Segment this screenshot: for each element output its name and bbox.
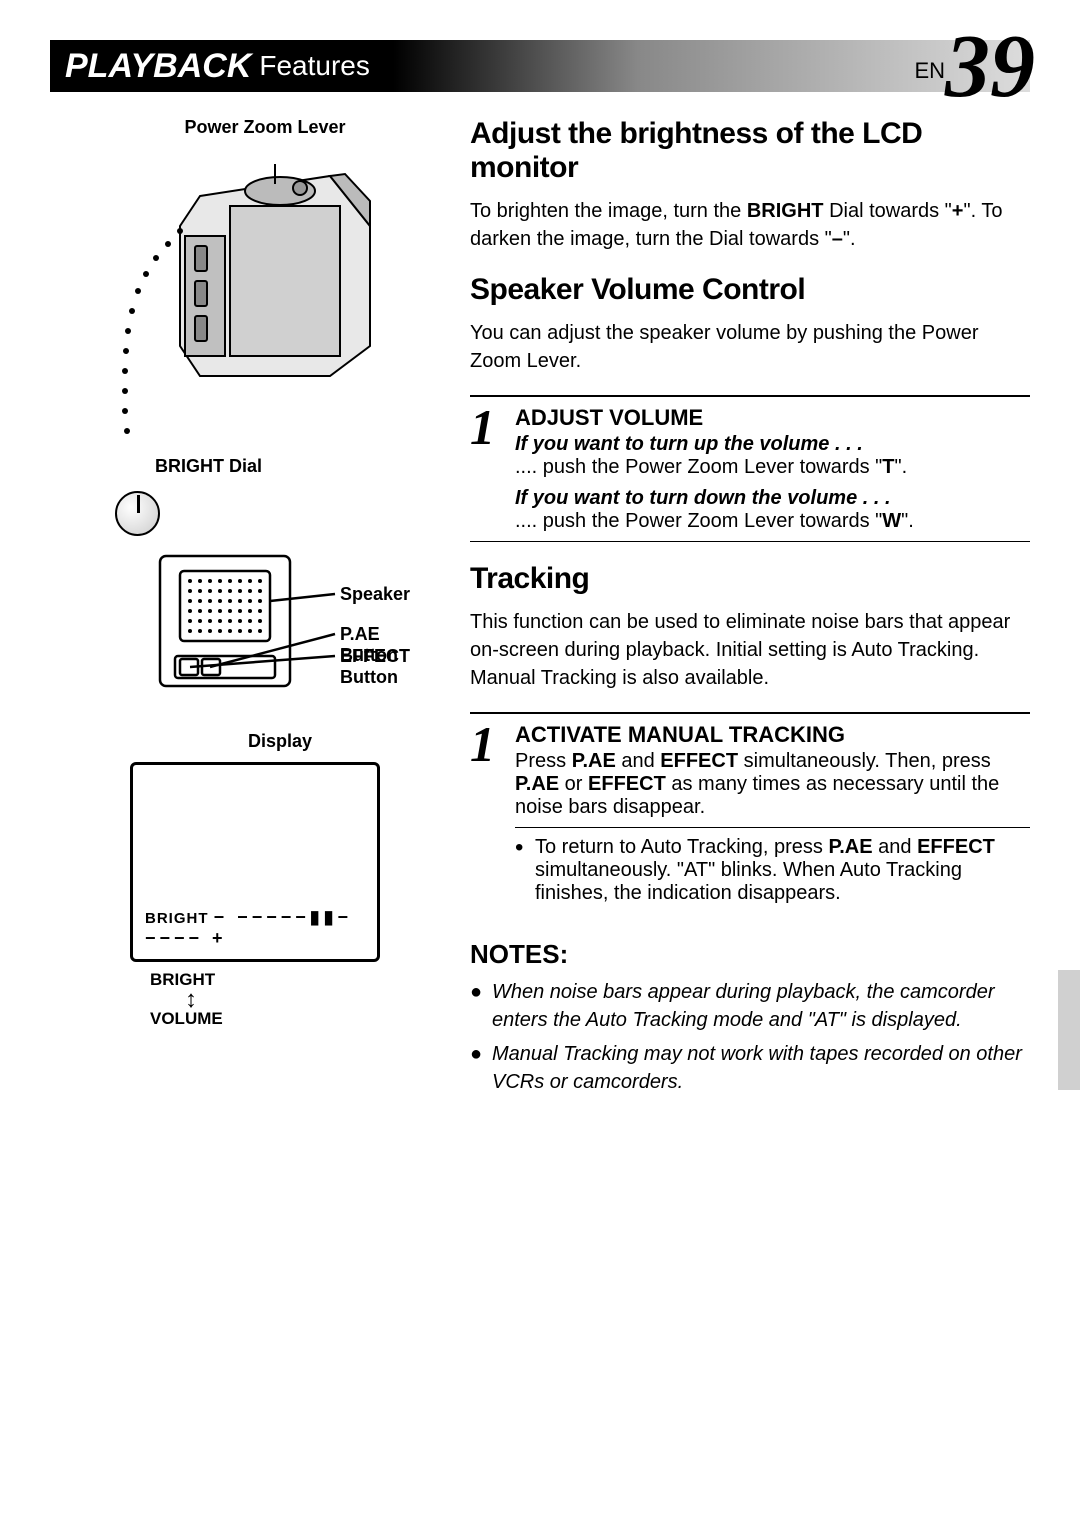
manual-tracking-step: 1 ACTIVATE MANUAL TRACKING Press P.AE an… <box>470 712 1030 919</box>
volume-down-label: If you want to turn down the volume . . … <box>515 487 1030 510</box>
brightness-heading: Adjust the brightness of the LCD monitor <box>470 117 1030 185</box>
right-column: Adjust the brightness of the LCD monitor… <box>470 117 1030 1102</box>
header-subtitle: Features <box>259 50 370 82</box>
speaker-heading: Speaker Volume Control <box>470 273 1030 307</box>
camera-diagram: BRIGHT Dial <box>100 146 430 466</box>
brightness-body: To brighten the image, turn the BRIGHT D… <box>470 197 1030 253</box>
zoom-lever-label: Power Zoom Lever <box>100 117 430 138</box>
page-prefix: EN <box>914 58 945 84</box>
volume-down-text: .... push the Power Zoom Lever towards "… <box>515 510 1030 533</box>
display-box: BRIGHT − −−−−−▮▮−−−−− + <box>130 762 380 962</box>
volume-up-label: If you want to turn up the volume . . . <box>515 433 1030 456</box>
notes-heading: NOTES: <box>470 939 1030 970</box>
camera-illustration <box>100 146 420 446</box>
step-number: 1 <box>470 722 505 911</box>
speaker-label: Speaker <box>340 584 410 605</box>
header-title: PLAYBACK <box>65 47 251 86</box>
page-number: 39 <box>945 15 1035 118</box>
arrows-volume-label: VOLUME <box>150 1009 430 1029</box>
bright-bar: BRIGHT − −−−−−▮▮−−−−− + <box>145 907 365 949</box>
effect-button-label: EFFECT Button <box>340 646 430 688</box>
bright-dial-label: BRIGHT Dial <box>155 456 262 477</box>
notes-list: When noise bars appear during playback, … <box>470 978 1030 1096</box>
content: Power Zoom Lever <box>50 117 1030 1102</box>
up-down-arrow-icon: ↕ <box>185 990 430 1009</box>
note-item: When noise bars appear during playback, … <box>470 978 1030 1034</box>
tracking-heading: Tracking <box>470 562 1030 596</box>
note-item: Manual Tracking may not work with tapes … <box>470 1040 1030 1096</box>
speaker-diagram: Speaker P.AE Button EFFECT Button <box>150 546 430 701</box>
manual-tracking-text: Press P.AE and EFFECT simultaneously. Th… <box>515 750 1030 819</box>
left-column: Power Zoom Lever <box>50 117 430 1102</box>
step-content: ACTIVATE MANUAL TRACKING Press P.AE and … <box>515 722 1030 911</box>
manual-tracking-title: ACTIVATE MANUAL TRACKING <box>515 722 1030 748</box>
tracking-body: This function can be used to eliminate n… <box>470 608 1030 692</box>
side-tab <box>1058 970 1080 1090</box>
adjust-volume-title: ADJUST VOLUME <box>515 405 1030 431</box>
adjust-volume-step: 1 ADJUST VOLUME If you want to turn up t… <box>470 395 1030 542</box>
speaker-body: You can adjust the speaker volume by pus… <box>470 319 1030 375</box>
auto-tracking-bullet: To return to Auto Tracking, press P.AE a… <box>515 836 1030 905</box>
step-number: 1 <box>470 405 505 533</box>
display-label: Display <box>130 731 430 752</box>
header-bar: PLAYBACK Features EN 39 <box>50 40 1030 92</box>
bright-dial-icon <box>115 491 160 536</box>
step-content: ADJUST VOLUME If you want to turn up the… <box>515 405 1030 533</box>
divider <box>515 827 1030 828</box>
arrows-box: BRIGHT ↕ VOLUME <box>150 970 430 1029</box>
volume-up-text: .... push the Power Zoom Lever towards "… <box>515 456 1030 479</box>
bright-bar-label: BRIGHT <box>145 910 209 927</box>
